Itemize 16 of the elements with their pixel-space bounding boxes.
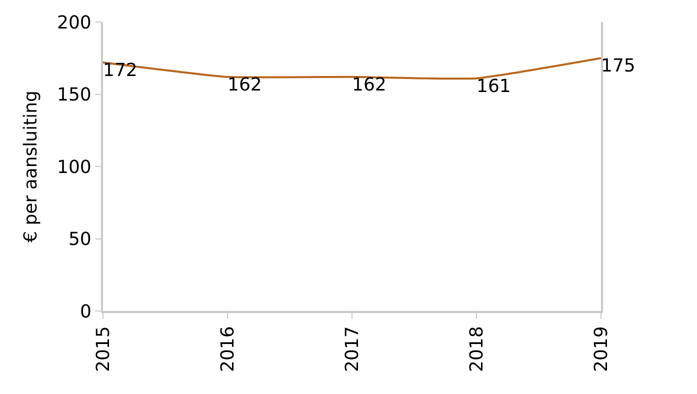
y-tick-label: 200 (57, 12, 92, 34)
y-tick-label: 150 (57, 84, 92, 106)
x-tick-label: 2016 (217, 326, 238, 372)
data-label: 161 (476, 76, 511, 97)
y-axis-title: € per aansluiting (20, 90, 42, 242)
x-tick-label: 2019 (590, 326, 612, 372)
y-tick-label: 50 (68, 229, 92, 250)
y-tick-label: 100 (57, 156, 92, 178)
data-label: 162 (352, 74, 386, 96)
data-label: 175 (601, 56, 636, 77)
x-tick-label: 2018 (466, 326, 488, 372)
x-tick-label: 2015 (92, 326, 114, 372)
data-label: 172 (103, 60, 138, 81)
y-tick-label: 0 (80, 301, 92, 322)
x-tick-label: 2017 (342, 326, 363, 372)
data-label: 162 (228, 74, 262, 96)
